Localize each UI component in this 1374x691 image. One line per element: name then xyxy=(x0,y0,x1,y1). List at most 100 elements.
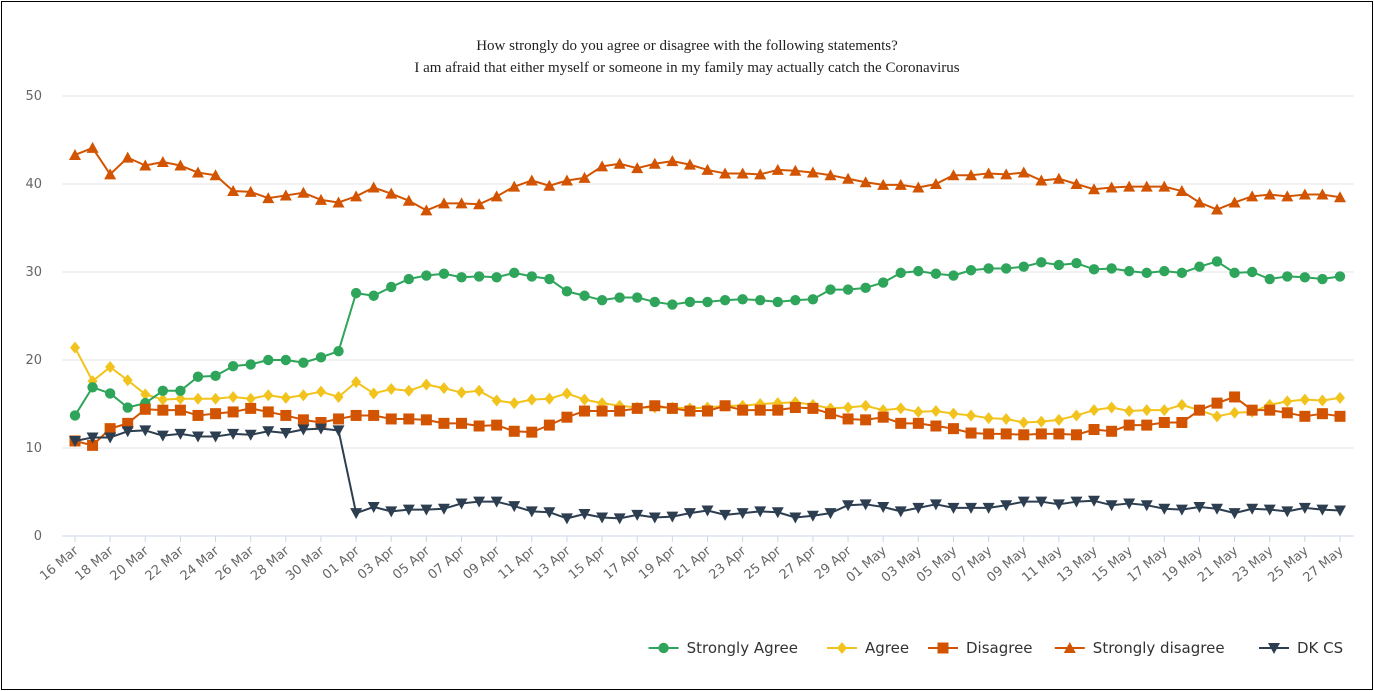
data-point-strongly-disagree xyxy=(543,179,556,191)
data-point-strongly-agree xyxy=(772,296,783,308)
data-point-strongly-agree xyxy=(1211,256,1223,267)
x-tick-label: 03 Apr xyxy=(355,543,398,583)
data-point-strongly-disagree xyxy=(842,172,855,184)
data-point-disagree xyxy=(438,417,450,429)
data-point-strongly-agree xyxy=(807,294,819,305)
data-point-agree xyxy=(456,386,467,399)
data-point-strongly-disagree xyxy=(701,163,714,175)
legend-label: Disagree xyxy=(966,639,1033,657)
data-point-disagree xyxy=(965,427,977,439)
data-point-strongly-disagree xyxy=(965,169,978,181)
data-point-dk-cs xyxy=(86,432,99,444)
data-point-agree xyxy=(509,397,520,410)
data-point-strongly-disagree xyxy=(139,159,152,171)
data-point-agree xyxy=(351,376,362,388)
data-point-agree xyxy=(1176,398,1187,411)
data-point-strongly-agree xyxy=(69,410,81,421)
data-point-dk-cs xyxy=(297,424,310,436)
data-point-disagree xyxy=(1316,408,1328,420)
data-point-strongly-agree xyxy=(614,292,625,303)
data-point-strongly-agree xyxy=(526,271,538,282)
data-point-dk-cs xyxy=(508,501,521,513)
series-strongly-disagree xyxy=(69,141,1346,216)
data-point-strongly-disagree xyxy=(490,190,503,202)
data-point-dk-cs xyxy=(736,508,749,520)
y-tick-label: 20 xyxy=(25,353,42,368)
data-point-dk-cs xyxy=(877,501,890,513)
legend-marker xyxy=(837,642,847,654)
legend-item-agree: Agree xyxy=(827,639,909,657)
data-point-strongly-disagree xyxy=(1281,190,1294,202)
data-point-strongly-agree xyxy=(227,360,239,372)
data-point-dk-cs xyxy=(139,425,152,437)
data-point-strongly-agree xyxy=(280,354,292,366)
data-point-disagree xyxy=(122,417,134,429)
data-point-dk-cs xyxy=(473,496,486,508)
data-point-strongly-agree xyxy=(1264,273,1275,285)
data-point-dk-cs xyxy=(1211,503,1224,515)
data-point-disagree xyxy=(157,404,169,416)
data-point-strongly-disagree xyxy=(877,178,890,190)
data-point-strongly-disagree xyxy=(648,157,661,169)
gridlines xyxy=(62,95,1354,537)
data-point-strongly-agree xyxy=(263,354,274,366)
data-point-strongly-disagree xyxy=(736,167,749,179)
x-tick-label: 28 Mar xyxy=(248,543,293,584)
data-point-strongly-agree xyxy=(245,359,256,370)
data-point-strongly-disagree xyxy=(69,148,81,160)
data-point-dk-cs xyxy=(332,425,345,437)
x-tick-label: 27 Apr xyxy=(777,543,820,583)
data-point-strongly-agree xyxy=(632,292,643,303)
data-point-agree xyxy=(913,405,924,418)
data-point-dk-cs xyxy=(859,499,872,511)
data-point-strongly-agree xyxy=(1159,265,1170,277)
data-point-strongly-disagree xyxy=(683,158,696,170)
data-point-disagree xyxy=(702,405,713,417)
data-point-dk-cs xyxy=(1281,506,1294,518)
data-point-strongly-disagree xyxy=(332,196,345,208)
data-point-disagree xyxy=(174,404,186,416)
data-point-agree xyxy=(70,341,80,354)
data-point-disagree xyxy=(649,400,661,412)
data-point-strongly-agree xyxy=(860,282,871,294)
data-point-dk-cs xyxy=(437,503,450,515)
data-point-strongly-disagree xyxy=(1158,180,1171,192)
data-point-strongly-agree xyxy=(1299,272,1311,283)
data-point-dk-cs xyxy=(69,435,81,447)
data-point-strongly-agree xyxy=(333,346,344,357)
data-point-strongly-agree xyxy=(825,284,836,295)
data-point-agree xyxy=(1141,404,1152,417)
data-point-strongly-disagree xyxy=(1052,172,1065,184)
data-point-dk-cs xyxy=(613,513,626,525)
data-point-dk-cs xyxy=(420,504,433,516)
data-point-strongly-disagree xyxy=(209,169,222,181)
data-point-strongly-disagree xyxy=(437,197,450,209)
data-point-disagree xyxy=(1000,428,1012,440)
data-point-strongly-disagree xyxy=(1035,174,1048,186)
legend-marker xyxy=(937,642,949,654)
data-point-disagree xyxy=(385,413,397,425)
data-point-strongly-agree xyxy=(895,267,906,279)
data-point-strongly-agree xyxy=(473,271,485,282)
data-point-disagree xyxy=(227,406,239,418)
data-point-agree xyxy=(474,384,485,397)
data-point-disagree xyxy=(947,423,959,435)
data-point-disagree xyxy=(631,402,643,414)
data-point-dk-cs xyxy=(121,426,134,438)
data-point-dk-cs xyxy=(982,502,995,514)
data-point-strongly-agree xyxy=(579,290,590,301)
data-point-agree xyxy=(140,388,151,401)
data-point-strongly-disagree xyxy=(982,167,995,179)
legend-marker xyxy=(1268,643,1280,654)
data-point-strongly-agree xyxy=(965,265,977,276)
data-point-strongly-disagree xyxy=(402,194,415,206)
data-point-strongly-agree xyxy=(1000,263,1012,274)
data-point-agree xyxy=(930,405,941,418)
data-point-strongly-agree xyxy=(438,268,450,279)
data-point-agree xyxy=(948,407,959,420)
data-point-strongly-agree xyxy=(684,296,696,308)
x-tick-label: 18 Mar xyxy=(72,543,117,584)
data-point-disagree xyxy=(737,404,749,416)
data-point-strongly-disagree xyxy=(1228,196,1241,208)
